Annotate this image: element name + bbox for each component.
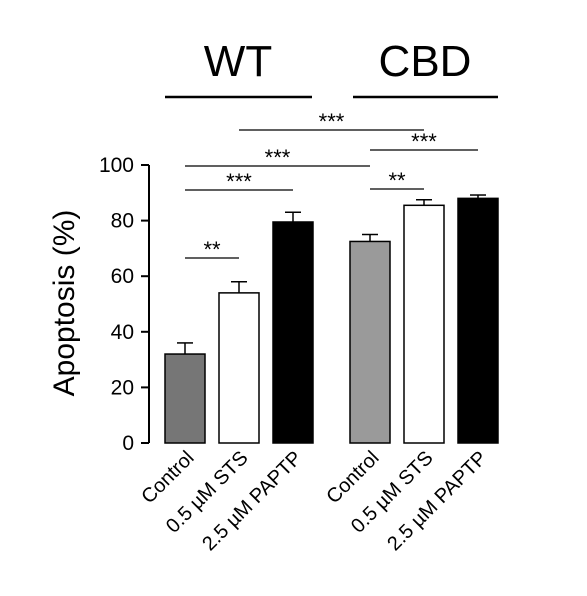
y-tick-label: 100 bbox=[99, 154, 134, 177]
bar bbox=[218, 292, 260, 444]
significance-label: *** bbox=[411, 129, 437, 154]
significance-label: ** bbox=[203, 237, 221, 262]
bar bbox=[349, 240, 391, 444]
y-tick-label: 0 bbox=[122, 432, 134, 455]
bars bbox=[164, 194, 499, 444]
y-tick-label: 80 bbox=[111, 210, 134, 233]
y-axis: 0 20 40 60 80 100 bbox=[99, 154, 150, 455]
bar bbox=[272, 221, 314, 444]
y-axis-label: Apoptosis (%) bbox=[48, 210, 81, 397]
bar bbox=[164, 353, 206, 444]
group-headers: WT CBD bbox=[165, 37, 498, 99]
significance-brackets: **************** bbox=[185, 109, 478, 262]
significance-label: *** bbox=[319, 109, 345, 134]
y-tick-label: 20 bbox=[111, 376, 134, 399]
y-tick-label: 60 bbox=[111, 265, 134, 288]
group-label-wt: WT bbox=[204, 37, 272, 86]
significance-label: *** bbox=[226, 169, 252, 194]
significance-label: ** bbox=[388, 168, 406, 193]
bar bbox=[457, 197, 499, 444]
bar bbox=[403, 204, 445, 444]
category-label: 2.5 µM PAPTP bbox=[383, 447, 491, 555]
y-tick-label: 40 bbox=[111, 321, 134, 344]
significance-label: *** bbox=[265, 145, 291, 170]
category-label: 2.5 µM PAPTP bbox=[198, 447, 306, 555]
group-label-cbd: CBD bbox=[379, 37, 472, 86]
